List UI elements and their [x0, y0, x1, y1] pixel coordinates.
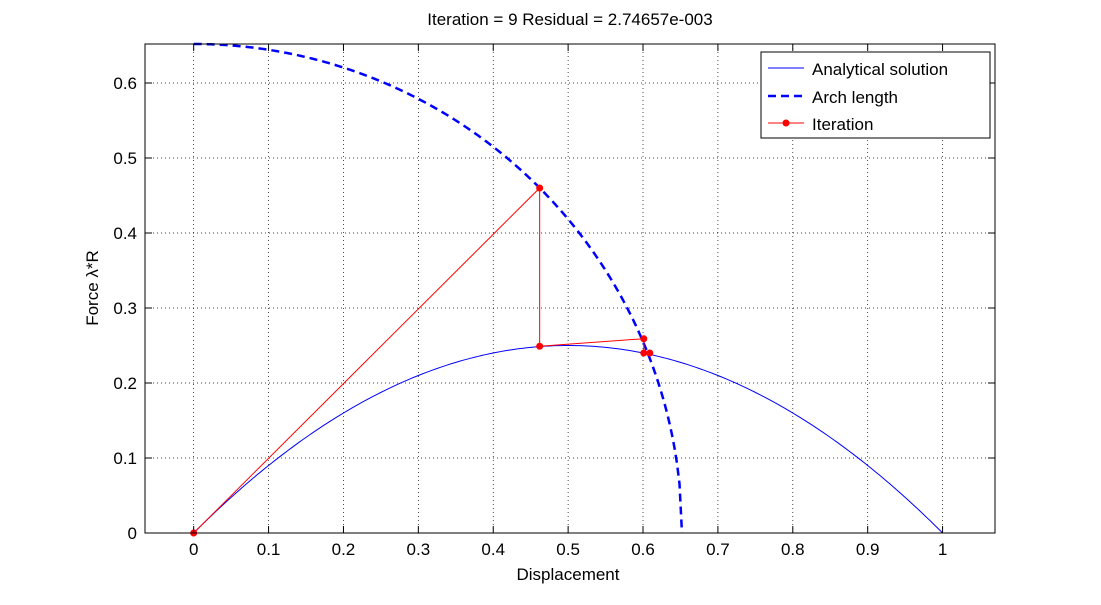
y-tick-label: 0.4 — [113, 224, 137, 243]
legend-iteration-marker — [782, 119, 790, 127]
y-tick-label: 0.2 — [113, 374, 137, 393]
y-axis-label: Force λ*R — [83, 250, 102, 326]
ticks: 0 0.1 0.2 0.3 0.4 0.5 0.6 0.7 0.8 0.9 1 0 0.1 0.2 0.3 0… — [113, 44, 995, 559]
x-tick-label: 0 — [189, 540, 198, 559]
iteration-point — [646, 349, 654, 357]
legend-arch-label: Arch length — [812, 88, 898, 107]
x-axis-label: Displacement — [517, 565, 620, 584]
y-tick-label: 0.6 — [113, 74, 137, 93]
iteration-point — [536, 342, 544, 350]
y-tick-label: 0.3 — [113, 299, 137, 318]
y-tick-label: 0.1 — [113, 449, 137, 468]
legend-iteration-label: Iteration — [812, 115, 873, 134]
y-tick-label: 0 — [128, 524, 137, 543]
x-tick-label: 0.7 — [706, 540, 730, 559]
chart-title: Iteration = 9 Residual = 2.74657e-003 — [427, 10, 712, 29]
x-tick-label: 0.3 — [407, 540, 431, 559]
axes-box — [144, 43, 996, 534]
series-analytical-solution-line — [193, 344, 943, 534]
series-layer — [190, 42, 943, 537]
x-tick-label: 0.9 — [856, 540, 880, 559]
x-tick-label: 0.6 — [631, 540, 655, 559]
x-tick-label: 0.2 — [332, 540, 356, 559]
legend-analytical-label: Analytical solution — [812, 60, 948, 79]
x-tick-label: 0.4 — [481, 540, 505, 559]
iteration-point — [640, 335, 648, 343]
x-tick-label: 0.5 — [556, 540, 580, 559]
series-arch-length-line — [193, 42, 684, 534]
legend: Analytical solution Arch length Iteratio… — [760, 51, 991, 139]
iteration-point — [536, 184, 544, 192]
x-tick-label: 0.1 — [257, 540, 281, 559]
x-tick-label: 1 — [938, 540, 947, 559]
x-tick-label: 0.8 — [781, 540, 805, 559]
iteration-point — [640, 349, 648, 357]
y-tick-label: 0.5 — [113, 149, 137, 168]
